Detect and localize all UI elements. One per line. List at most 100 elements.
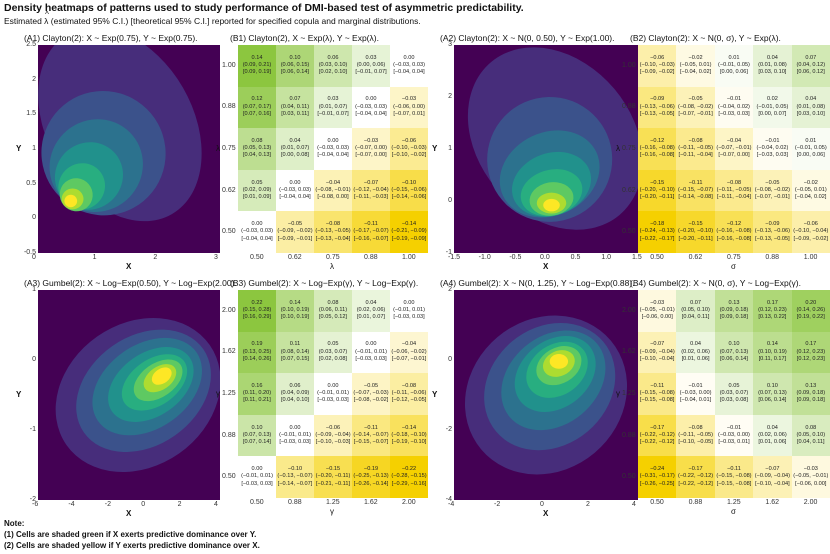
cell-estimate: 0.04	[766, 54, 778, 61]
col-tick-label: 0.75	[326, 254, 340, 261]
col-tick-label: 1.25	[727, 499, 741, 506]
cell-estimated-ci: (−0.05, 0.01)	[679, 62, 712, 68]
cell-theoretical-ci: [−0.06, 0.00]	[641, 314, 673, 321]
density-plot	[454, 45, 638, 253]
table-cell: −0.02 (−0.05, 0.01) [−0.04, 0.02]	[791, 169, 830, 212]
cell-estimated-ci: (−0.24, −0.13)	[639, 228, 675, 235]
cell-estimated-ci: (−0.28, −0.15)	[391, 473, 427, 480]
cell-theoretical-ci: [−0.04, 0.04]	[317, 152, 349, 159]
panel-title: (A2) Clayton(2): X ~ N(0, 0.50), Y ~ Exp…	[440, 33, 615, 43]
cell-estimated-ci: (0.04, 0.09)	[280, 390, 310, 397]
table-cell: −0.15 (−0.20, −0.10) [−0.20, −0.11]	[676, 211, 715, 253]
x-axis-label: γ	[330, 507, 334, 516]
table-cell: 0.00 (−0.01, 0.01) [−0.03, 0.03]	[276, 414, 314, 457]
x-axis-label: σ	[731, 507, 736, 516]
table-cell: 0.06 (0.04, 0.09) [0.04, 0.10]	[276, 373, 314, 415]
cell-estimate: −0.09	[650, 96, 665, 103]
cell-theoretical-ci: [0.03, 0.11]	[281, 110, 309, 117]
table-cell: −0.10 (−0.15, −0.06) [−0.14, −0.06]	[390, 169, 428, 212]
cell-theoretical-ci: [−0.13, −0.05]	[755, 235, 790, 242]
row-tick-label: 1.00	[222, 61, 236, 69]
cell-theoretical-ci: [−0.09, −0.02]	[639, 69, 675, 76]
cell-theoretical-ci: [0.11, 0.21]	[243, 397, 271, 404]
table-cell: −0.11 (−0.15, −0.08) [−0.15, −0.08]	[714, 456, 754, 498]
cell-theoretical-ci: [−0.26, −0.25]	[639, 480, 675, 487]
table-cell: 0.10 (0.06, 0.15) [0.06, 0.14]	[276, 45, 314, 87]
panel-a3: (A3) Gumbel(2): X ~ Log−Exp(0.50), Y ~ L…	[14, 278, 250, 532]
cell-theoretical-ci: [0.03, 0.08]	[719, 397, 748, 404]
cell-theoretical-ci: [−0.04, 0.02]	[679, 69, 712, 76]
panel-b2: (B2) Clayton(2): X ~ N(0, σ), Y ~ Exp(λ)…	[616, 33, 830, 285]
cell-estimated-ci: (0.02, 0.06)	[356, 307, 386, 313]
y-tick-label: -4	[445, 496, 452, 503]
table-cell: 0.22 (0.15, 0.28) [0.16, 0.29]	[238, 290, 276, 332]
cell-estimated-ci: (0.05, 0.13)	[242, 145, 272, 152]
y-tick-label: 1	[32, 145, 36, 152]
row-tick-label: 1.62	[222, 348, 236, 356]
panel-title: (B3) Gumbel(2): X ~ Log−Exp(γ), Y ~ Log−…	[230, 278, 419, 288]
table-cell: −0.06 (−0.10, −0.04) [−0.09, −0.02]	[791, 211, 830, 253]
cell-theoretical-ci: [0.11, 0.17]	[758, 355, 787, 362]
y-tick-label: -2	[445, 426, 452, 433]
table-cell: −0.12 (−0.16, −0.08) [−0.16, −0.08]	[714, 211, 754, 253]
density-contour-level	[549, 354, 569, 369]
cell-theoretical-ci: [−0.04, 0.02]	[795, 194, 827, 200]
row-tick-label: 0.50	[222, 473, 236, 481]
cell-estimate: 0.04	[805, 96, 817, 103]
cell-estimated-ci: (−0.01, 0.05)	[756, 103, 789, 110]
table-cell: −0.18 (−0.24, −0.13) [−0.22, −0.17]	[638, 211, 677, 253]
cell-theoretical-ci: [−0.10, −0.04]	[639, 355, 675, 362]
cell-estimated-ci: (−0.07, −0.03)	[353, 390, 389, 397]
cell-theoretical-ci: [0.04, 0.11]	[681, 314, 710, 321]
cell-estimate: −0.06	[401, 137, 417, 144]
cell-estimated-ci: (−0.03, 0.03)	[355, 103, 387, 110]
cell-theoretical-ci: [0.02, 0.10]	[319, 69, 347, 76]
cell-theoretical-ci: [−0.19, −0.10]	[391, 439, 427, 445]
cell-theoretical-ci: [0.06, 0.14]	[758, 397, 787, 404]
cell-estimate: −0.02	[803, 179, 818, 186]
cell-estimate: −0.17	[688, 466, 703, 473]
col-tick-label: 0.88	[288, 499, 302, 506]
cell-estimated-ci: (−0.11, −0.05)	[678, 431, 713, 438]
cell-theoretical-ci: [0.16, 0.29]	[243, 314, 271, 321]
table-cell: −0.08 (−0.11, −0.06) [−0.12, −0.05]	[390, 373, 428, 415]
x-tick-label: 0.0	[540, 254, 550, 261]
cell-theoretical-ci: [0.01, 0.09]	[243, 194, 271, 200]
y-axis-label: Y	[432, 144, 438, 153]
table-cell: 0.13 (0.09, 0.18) [0.09, 0.18]	[791, 373, 830, 415]
cell-estimated-ci: (−0.08, −0.02)	[678, 103, 714, 110]
x-tick-label: 3	[214, 254, 218, 261]
cell-estimated-ci: (−0.10, −0.03)	[391, 145, 427, 152]
cell-theoretical-ci: [0.14, 0.26]	[243, 355, 271, 362]
y-tick-label: 2	[32, 75, 36, 83]
y-axis-label: λ	[616, 144, 620, 153]
cell-estimated-ci: (−0.01, 0.01)	[317, 390, 349, 397]
cell-theoretical-ci: [0.01, 0.06]	[758, 439, 787, 445]
cell-estimated-ci: (−0.01, 0.05)	[794, 145, 827, 152]
cell-estimated-ci: (−0.13, −0.06)	[754, 228, 790, 235]
cell-estimated-ci: (−0.01, 0.01)	[393, 307, 425, 313]
cell-estimate: −0.11	[364, 221, 378, 228]
cell-theoretical-ci: [−0.10, −0.04]	[755, 480, 790, 487]
cell-estimated-ci: (0.05, 0.10)	[681, 307, 710, 313]
cell-estimated-ci: (0.10, 0.19)	[280, 307, 310, 313]
x-tick-label: -6	[32, 501, 39, 508]
table-cell: −0.04 (−0.06, −0.02) [−0.07, −0.01]	[390, 331, 428, 374]
density-contour-level	[151, 367, 172, 385]
cell-theoretical-ci: [0.06, 0.12]	[796, 69, 825, 76]
cell-estimate: 0.12	[251, 96, 263, 103]
table-cell: −0.11 (−0.15, −0.08) [−0.15, −0.08]	[638, 373, 677, 415]
row-tick-label: 1.62	[622, 348, 636, 356]
x-axis-label: X	[543, 262, 549, 271]
x-tick-label: 1	[92, 254, 97, 261]
cell-theoretical-ci: [−0.14, −0.06]	[391, 194, 427, 200]
table-cell: −0.05 (−0.08, −0.02) [−0.07, −0.01]	[753, 169, 792, 212]
cell-estimated-ci: (−0.15, −0.08)	[639, 390, 675, 397]
cell-estimated-ci: (0.10, 0.19)	[758, 348, 787, 355]
table-cell: −0.06 (−0.10, −0.03) [−0.09, −0.02]	[638, 45, 677, 87]
cell-estimated-ci: (−0.21, −0.09)	[391, 228, 427, 235]
cell-estimate: −0.17	[650, 424, 665, 431]
cell-estimate: −0.03	[650, 299, 665, 306]
table-heatmap: 0.22 (0.15, 0.28) [0.16, 0.29] 0.14 (0.10, 0…	[238, 290, 428, 498]
table-cell: −0.15 (−0.20, −0.11) [−0.21, −0.11]	[314, 456, 352, 498]
